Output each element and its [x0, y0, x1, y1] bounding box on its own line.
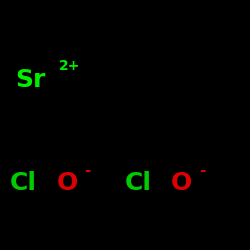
- Text: -: -: [84, 162, 90, 178]
- Text: O: O: [56, 170, 78, 194]
- Text: -: -: [199, 162, 205, 178]
- Text: Sr: Sr: [15, 68, 46, 92]
- Text: Cl: Cl: [125, 170, 152, 194]
- Text: 2+: 2+: [59, 59, 80, 73]
- Text: Cl: Cl: [10, 170, 37, 194]
- Text: O: O: [171, 170, 192, 194]
